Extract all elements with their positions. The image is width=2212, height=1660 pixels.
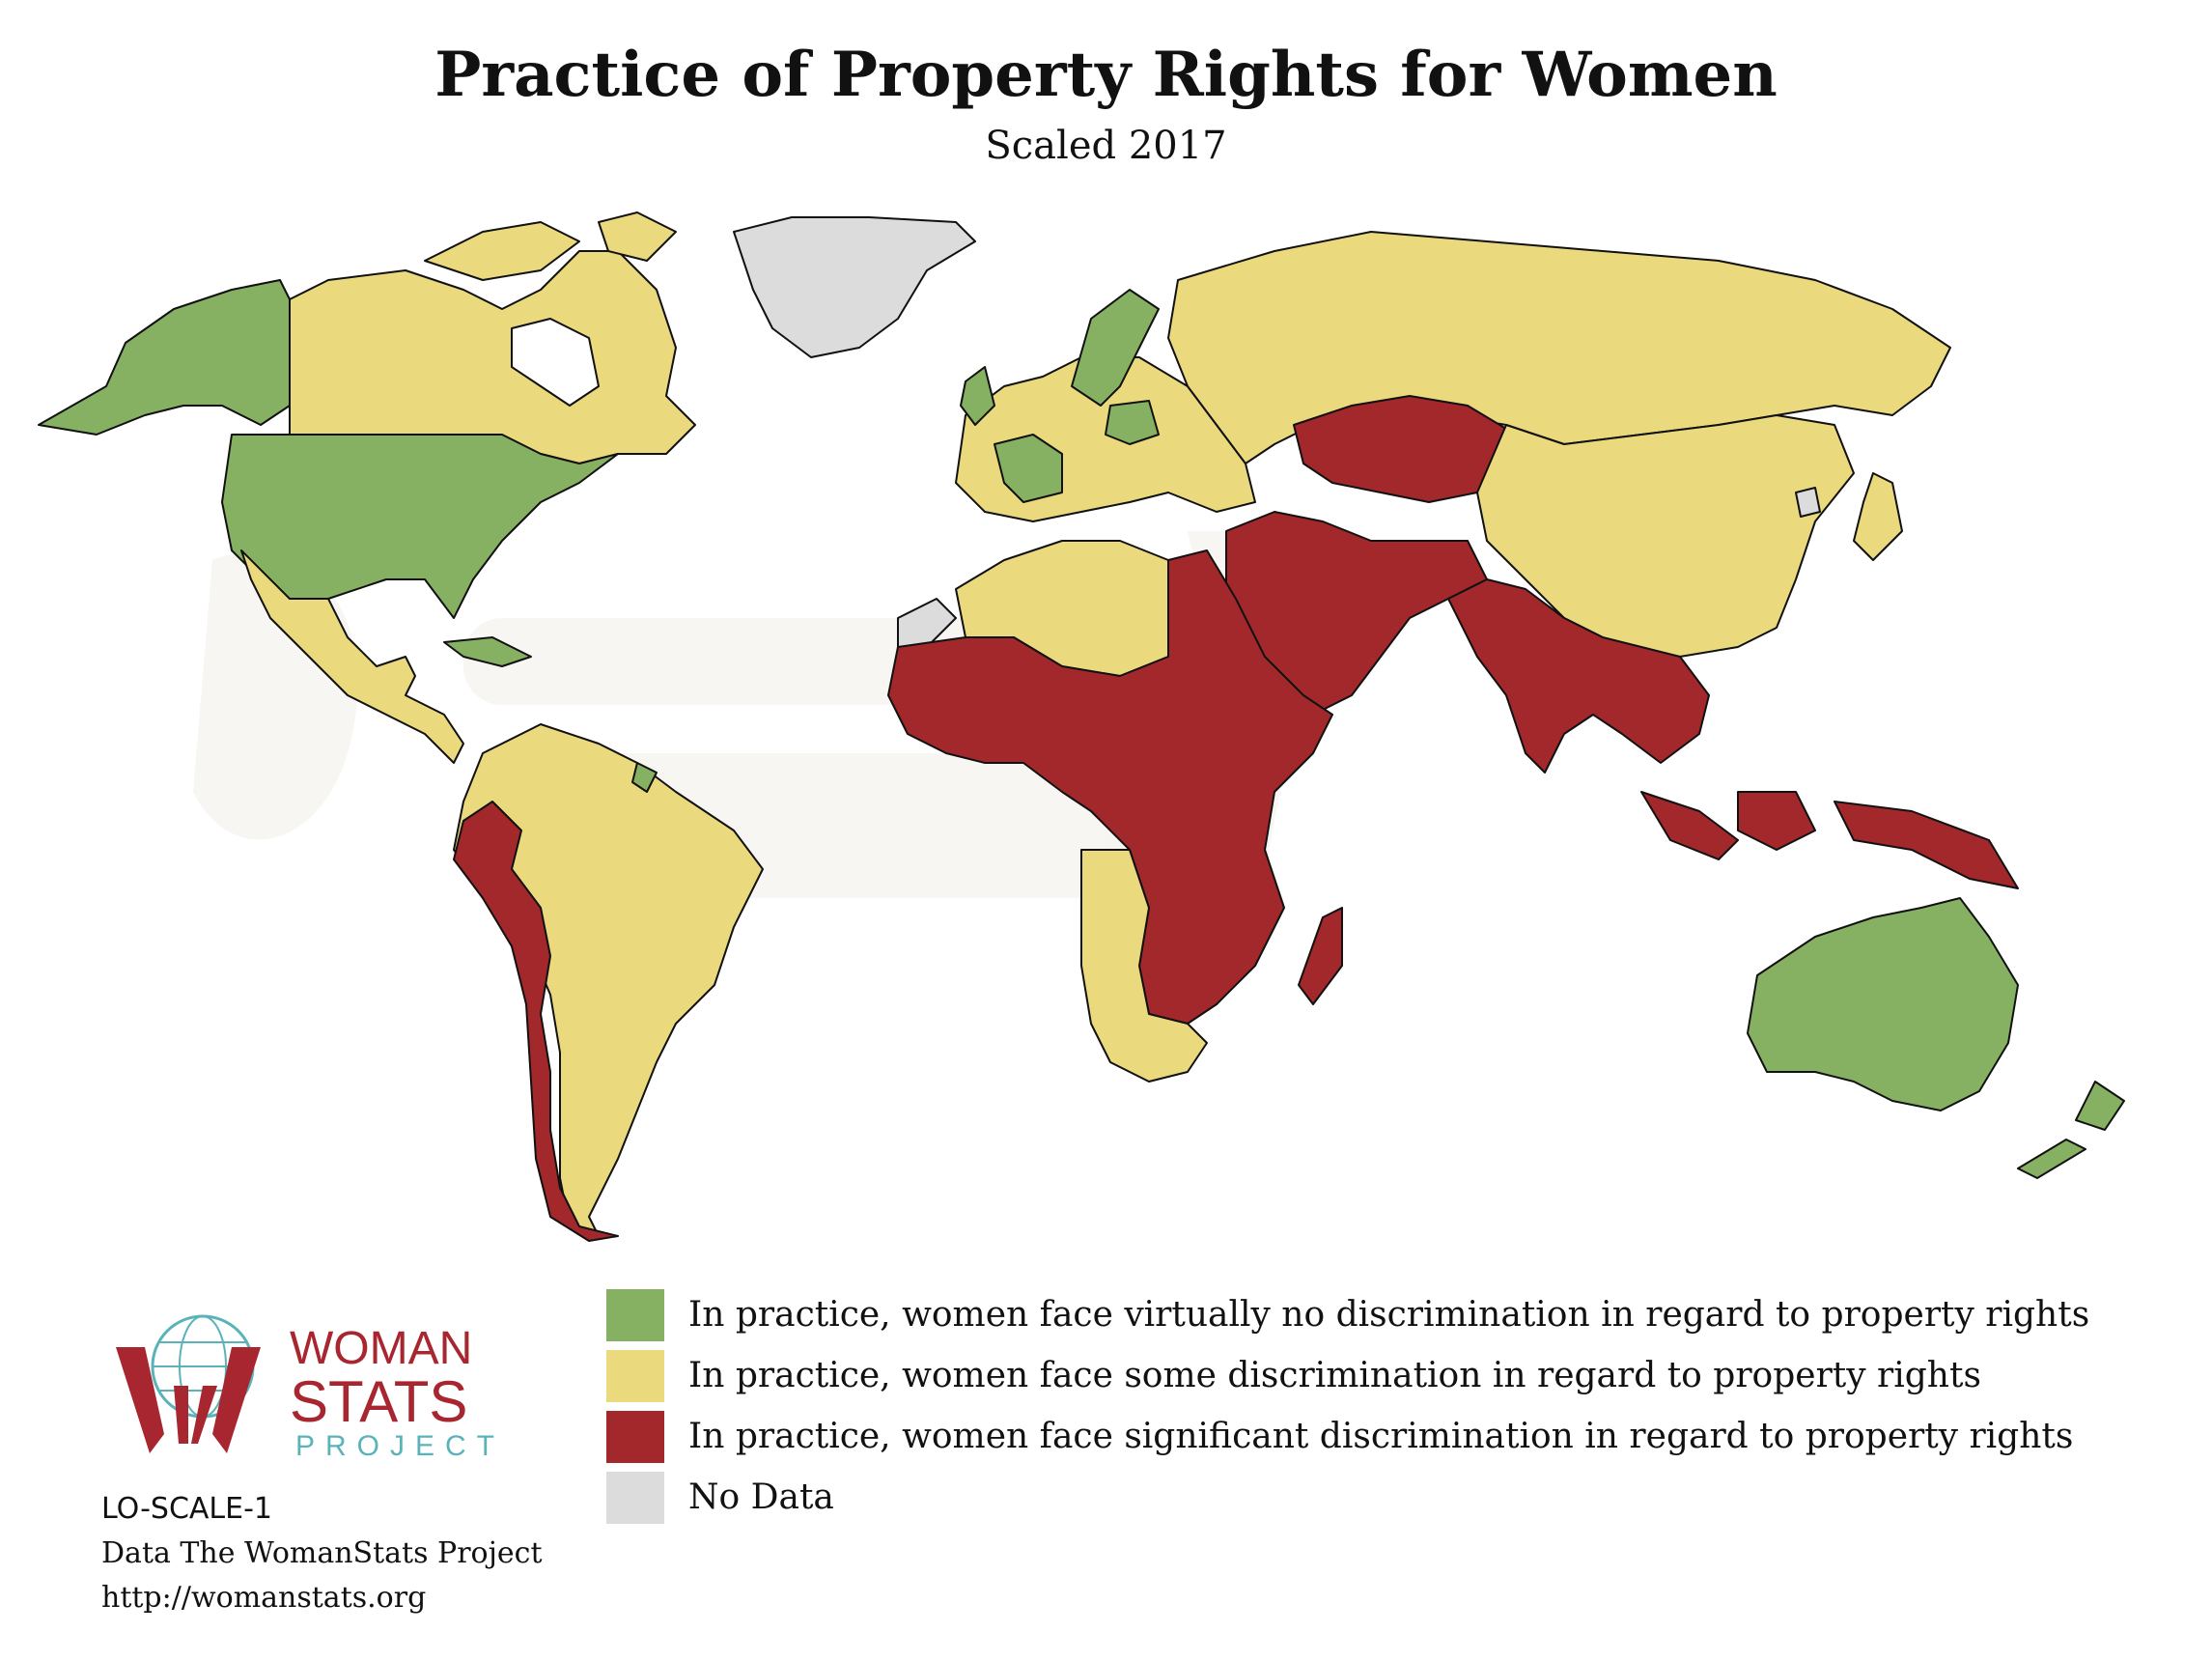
credits-code: LO-SCALE-1 [101, 1492, 273, 1526]
region-hudson-bay [511, 318, 600, 407]
map-subtitle: Scaled 2017 [985, 124, 1227, 168]
region-cuba [443, 636, 532, 667]
region-africa-red [887, 549, 1333, 1025]
legend-label-yellow: In practice, women face some discriminat… [688, 1356, 1981, 1395]
region-poland [1105, 400, 1160, 445]
legend-item-green: In practice, women face virtually no dis… [606, 1289, 2209, 1345]
region-western-sahara [897, 598, 957, 648]
womanstats-logo: WOMAN STATS PROJECT [106, 1299, 512, 1463]
credits: LO-SCALE-1 Data The WomanStats Project h… [101, 1487, 543, 1620]
region-guyana-green [631, 762, 658, 793]
legend-item-yellow: In practice, women face some discriminat… [606, 1350, 2209, 1406]
logo-text-stats: STATS [290, 1369, 468, 1434]
region-mexico [240, 549, 464, 764]
region-south-asia [1447, 578, 1710, 774]
legend-item-gray: No Data [606, 1472, 2209, 1528]
region-new-zealand [2017, 1081, 2125, 1179]
legend-swatch-red [606, 1411, 664, 1463]
region-france [994, 434, 1063, 503]
region-andes-red [453, 801, 619, 1242]
region-north-korea [1795, 487, 1821, 518]
legend-label-red: In practice, women face significant disc… [688, 1417, 2074, 1456]
region-southern-africa [1080, 849, 1208, 1083]
region-uk [960, 366, 995, 426]
legend-item-red: In practice, women face significant disc… [606, 1411, 2209, 1467]
credits-source: Data The WomanStats Project [101, 1536, 543, 1570]
region-canada-islands [424, 211, 677, 281]
world-map [38, 211, 2125, 1242]
region-china [1476, 414, 1855, 658]
region-australia [1747, 897, 2019, 1111]
legend-swatch-green [606, 1289, 664, 1341]
logo-globe-hands-icon [116, 1314, 261, 1453]
legend-swatch-gray [606, 1472, 664, 1524]
logo-text-woman: WOMAN [290, 1323, 473, 1374]
map-title: Practice of Property Rights for Women [434, 39, 1778, 111]
region-scandinavia [1071, 289, 1160, 407]
region-alaska [38, 279, 291, 436]
legend-label-green: In practice, women face virtually no dis… [688, 1295, 2090, 1335]
region-south-america [453, 723, 764, 1237]
region-indonesia [1640, 791, 2019, 889]
region-japan [1853, 472, 1903, 561]
logo-text-project: PROJECT [295, 1430, 506, 1462]
legend-label-gray: No Data [688, 1477, 834, 1517]
region-canada [289, 250, 696, 464]
credits-url[interactable]: http://womanstats.org [101, 1581, 427, 1615]
region-madagascar [1298, 907, 1343, 1005]
region-greenland [733, 216, 976, 358]
legend-swatch-yellow [606, 1350, 664, 1402]
